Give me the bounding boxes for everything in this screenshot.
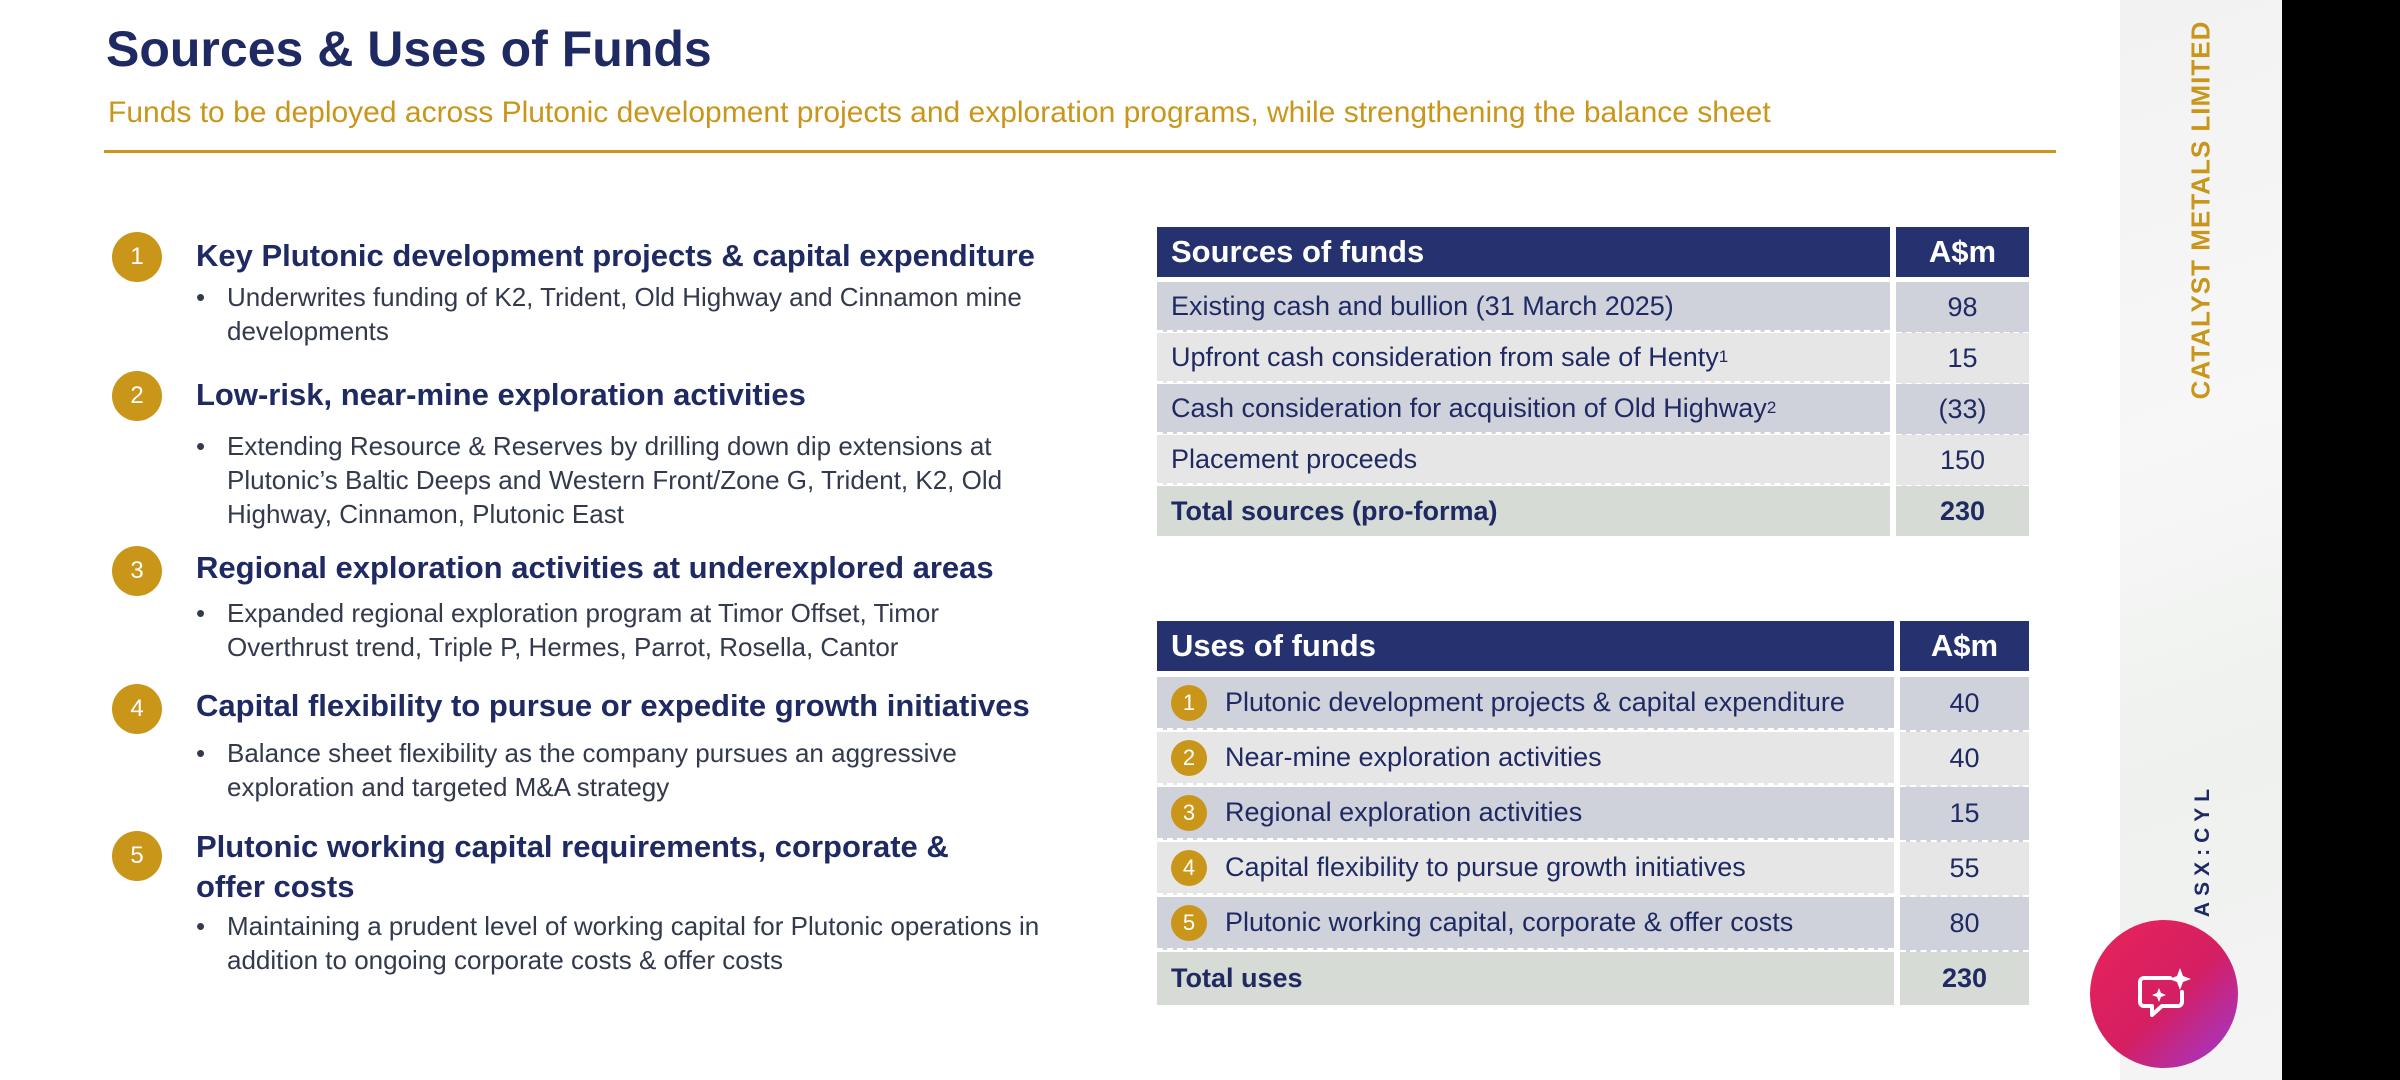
slide: Sources & Uses of Funds Funds to be depl… [0, 0, 2120, 1080]
total-value: 230 [1900, 952, 2029, 1005]
number-badge: 2 [1171, 739, 1207, 776]
header-unit: A$m [1896, 227, 2029, 277]
table-row: 1 Plutonic development projects & capital… [1157, 677, 2029, 732]
use-item-2: 2 Low-risk, near-mine exploration activi… [112, 371, 1072, 531]
table-row: Upfront cash consideration from sale of … [1157, 333, 2029, 385]
sources-table: Sources of funds A$m Existing cash and b… [1157, 227, 2029, 536]
row-label: Capital flexibility to pursue growth ini… [1225, 852, 1746, 882]
table-row: 3 Regional exploration activities 15 [1157, 787, 2029, 842]
number-badge: 5 [1171, 904, 1207, 941]
number-badge: 4 [112, 684, 162, 734]
row-value: 15 [1896, 333, 2029, 385]
side-band [2120, 0, 2282, 1080]
page-title: Sources & Uses of Funds [106, 21, 712, 77]
total-label: Total sources (pro-forma) [1157, 486, 1890, 536]
header-label: Sources of funds [1157, 227, 1890, 277]
number-badge: 4 [1171, 849, 1207, 886]
row-value: 40 [1900, 732, 2029, 787]
row-label: Near-mine exploration activities [1225, 742, 1602, 772]
item-heading: Capital flexibility to pursue or expedit… [196, 688, 1030, 723]
chat-sparkle-icon [2138, 968, 2191, 1017]
row-label: Placement proceeds [1171, 443, 1418, 474]
row-label: Plutonic development projects & capital … [1225, 687, 1845, 717]
total-value: 230 [1896, 486, 2029, 536]
row-value: 98 [1896, 282, 2029, 334]
row-label: Upfront cash consideration from sale of … [1171, 341, 1719, 372]
row-value: 150 [1896, 435, 2029, 487]
item-heading: Key Plutonic development projects & capi… [196, 238, 1035, 273]
screen-edge [2282, 0, 2400, 1080]
row-value: 40 [1900, 677, 2029, 732]
ticker-label: ASX:CYL [2191, 782, 2214, 918]
row-label: Existing cash and bullion (31 March 2025… [1171, 290, 1674, 321]
use-item-5: 5 Plutonic working capital requirements,… [112, 829, 1072, 991]
item-bullet: Expanded regional exploration program at… [196, 596, 1056, 664]
header-unit: A$m [1900, 621, 2029, 671]
page-subtitle: Funds to be deployed across Plutonic dev… [108, 96, 1771, 129]
table-row: 4 Capital flexibility to pursue growth in… [1157, 842, 2029, 897]
chat-assistant-button[interactable] [2090, 920, 2238, 1068]
table-row: Placement proceeds 150 [1157, 435, 2029, 487]
item-bullet: Extending Resource & Reserves by drillin… [196, 429, 1056, 531]
item-heading: Regional exploration activities at under… [196, 550, 994, 585]
header-label: Uses of funds [1157, 621, 1894, 671]
row-label: Cash consideration for acquisition of Ol… [1171, 392, 1767, 423]
table-header: Uses of funds A$m [1157, 621, 2029, 671]
number-badge: 2 [112, 371, 162, 421]
row-value: (33) [1896, 384, 2029, 436]
row-value: 55 [1900, 842, 2029, 897]
table-row: 2 Near-mine exploration activities 40 [1157, 732, 2029, 787]
number-badge: 3 [112, 546, 162, 596]
table-row: Existing cash and bullion (31 March 2025… [1157, 282, 2029, 334]
row-value: 15 [1900, 787, 2029, 842]
row-value: 80 [1900, 897, 2029, 952]
use-item-3: 3 Regional exploration activities at und… [112, 546, 1072, 666]
number-badge: 5 [112, 831, 162, 881]
uses-table: Uses of funds A$m 1 Plutonic development … [1157, 621, 2029, 1005]
table-row: 5 Plutonic working capital, corporate & o… [1157, 897, 2029, 952]
item-bullet: Underwrites funding of K2, Trident, Old … [196, 280, 1056, 348]
table-header: Sources of funds A$m [1157, 227, 2029, 277]
row-label: Regional exploration activities [1225, 797, 1583, 827]
item-bullet: Maintaining a prudent level of working c… [196, 909, 1056, 977]
title-divider [104, 150, 2056, 153]
use-item-4: 4 Capital flexibility to pursue or exped… [112, 684, 1072, 804]
number-badge: 3 [1171, 794, 1207, 831]
number-badge: 1 [112, 232, 162, 282]
total-row: Total sources (pro-forma) 230 [1157, 486, 2029, 536]
item-bullet: Balance sheet flexibility as the company… [196, 736, 1056, 804]
row-label: Plutonic working capital, corporate & of… [1225, 907, 1794, 937]
company-name: CATALYST METALS LIMITED [2185, 20, 2216, 400]
item-heading: Low-risk, near-mine exploration activiti… [196, 377, 806, 412]
number-badge: 1 [1171, 684, 1207, 721]
total-row: Total uses 230 [1157, 952, 2029, 1005]
table-row: Cash consideration for acquisition of Ol… [1157, 384, 2029, 436]
use-item-1: 1 Key Plutonic development projects & ca… [112, 232, 1072, 352]
item-heading: Plutonic working capital requirements, c… [196, 829, 949, 904]
total-label: Total uses [1157, 952, 1894, 1005]
